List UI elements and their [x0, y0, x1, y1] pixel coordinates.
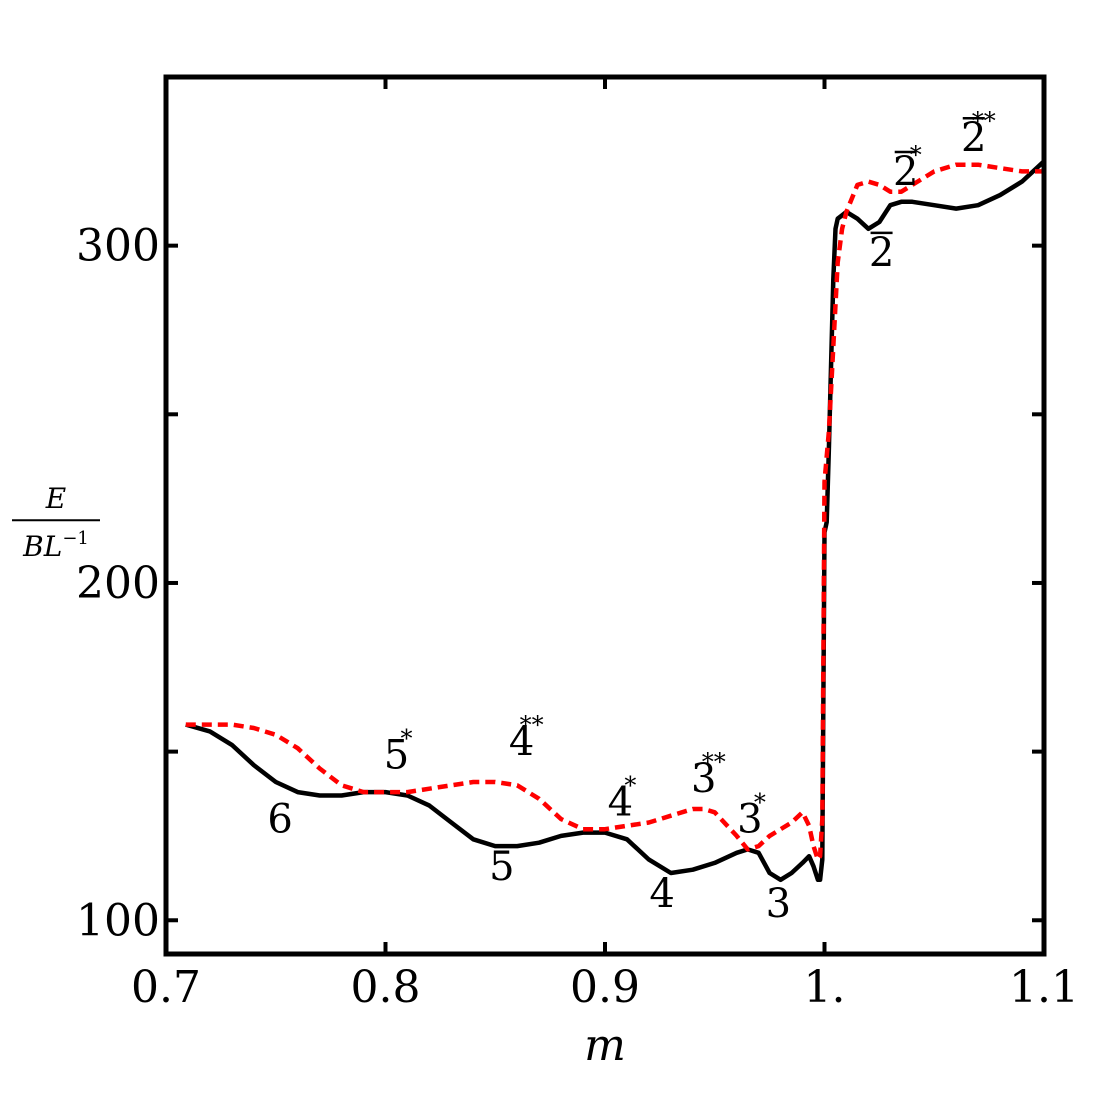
- y-tick-label: 200: [76, 558, 160, 609]
- annotation-superscript: **: [702, 748, 726, 776]
- annotation-superscript: *: [400, 724, 412, 752]
- y-axis-label-numerator: E: [45, 482, 66, 515]
- curve-annotation: 3: [766, 881, 791, 927]
- x-tick-label: 0.9: [570, 962, 640, 1013]
- annotation-superscript: **: [972, 107, 996, 135]
- annotation-number: 4: [608, 780, 633, 826]
- annotation-number: 2: [869, 230, 894, 276]
- curve-annotation: 3*: [737, 789, 766, 843]
- dashed-red-series-line: [185, 162, 1044, 862]
- annotation-number: 2: [961, 115, 986, 161]
- curve-annotation: 4*: [608, 772, 637, 826]
- annotation-superscript: **: [520, 711, 544, 739]
- x-tick-label: 1.: [804, 962, 846, 1013]
- y-axis-label: E BL−1: [12, 482, 100, 563]
- annotation-number: 4: [509, 719, 534, 765]
- y-axis-label-denominator-base: BL: [22, 530, 62, 563]
- annotation-number: 4: [649, 871, 674, 917]
- y-axis-label-denominator-exponent: −1: [62, 528, 89, 549]
- curve-annotations: 65* 4**54* 3**43*322* 2**: [267, 107, 995, 927]
- annotation-number: 5: [384, 732, 409, 778]
- axis-ticks: 0.7 0.8 0.9 1. 1.1 100 200 300: [76, 77, 1079, 1013]
- y-axis-label-denominator: BL−1: [22, 528, 89, 563]
- annotation-superscript: *: [624, 772, 636, 800]
- curve-annotation: 3**: [691, 748, 726, 802]
- annotation-number: 5: [489, 844, 514, 890]
- series-lines: [185, 159, 1046, 883]
- x-axis-label: m: [584, 1020, 626, 1071]
- curve-annotation: 2**: [961, 107, 996, 161]
- curve-annotation: 4**: [509, 711, 544, 765]
- curve-annotation: 6: [267, 797, 292, 843]
- plot-frame: [163, 74, 1047, 957]
- annotation-superscript: *: [910, 141, 922, 169]
- y-tick-label: 300: [76, 221, 160, 272]
- annotation-number: 3: [766, 881, 791, 927]
- curve-annotation: 5: [489, 844, 514, 890]
- curve-annotation: 4: [649, 871, 674, 917]
- annotation-number: 3: [737, 797, 762, 843]
- curve-annotation: 2: [869, 230, 894, 276]
- annotation-number: 2: [893, 149, 918, 195]
- x-tick-label: 0.7: [131, 962, 201, 1013]
- annotation-number: 3: [691, 756, 716, 802]
- solid-black-series-line: [185, 159, 1046, 883]
- annotation-superscript: *: [754, 789, 766, 817]
- x-tick-label: 0.8: [351, 962, 421, 1013]
- axis-labels: m E BL−1: [12, 482, 626, 1071]
- y-tick-label: 100: [76, 895, 160, 946]
- curve-annotation: 5*: [384, 724, 413, 778]
- curve-annotation: 2*: [893, 141, 922, 195]
- x-tick-label: 1.1: [1009, 962, 1079, 1013]
- annotation-number: 6: [267, 797, 292, 843]
